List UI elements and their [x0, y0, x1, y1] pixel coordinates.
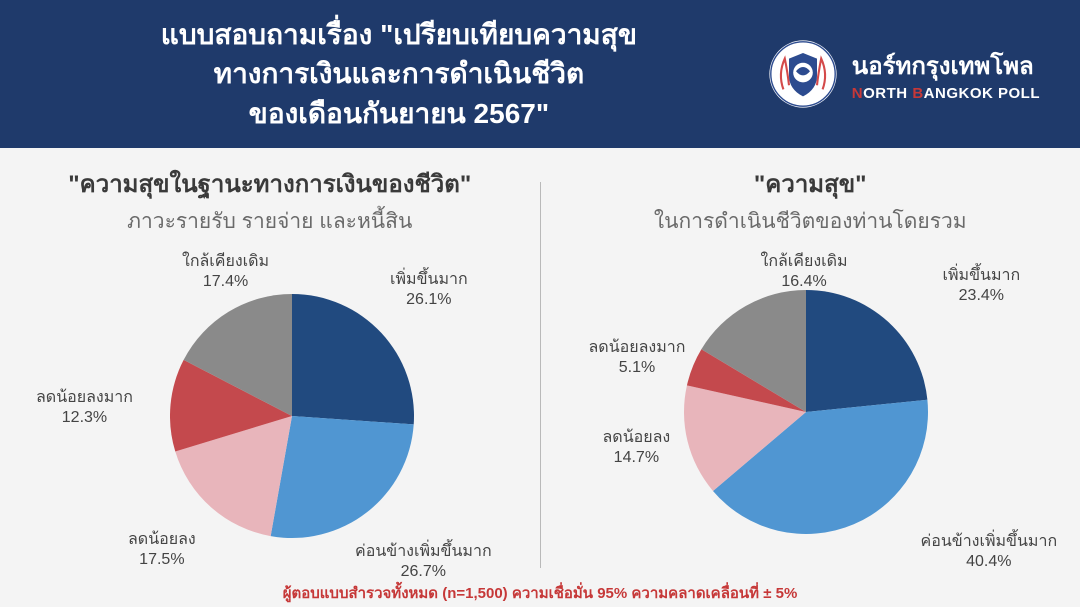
pie-slice — [270, 416, 413, 538]
pie-label: เพิ่มขึ้นมาก26.1% — [390, 270, 468, 310]
charts-row: "ความสุขในฐานะทางการเงินของชีวิต" ภาวะรา… — [0, 148, 1080, 578]
left-chart-title: "ความสุขในฐานะทางการเงินของชีวิต" — [20, 164, 520, 203]
brand-english: NORTH BANGKOK POLL — [852, 85, 1040, 102]
title-line-1: แบบสอบถามเรื่อง "เปรียบเทียบความสุข — [161, 19, 637, 50]
right-chart-subtitle: ในการดำเนินชีวิตของท่านโดยรวม — [561, 205, 1061, 238]
left-chart-subtitle: ภาวะรายรับ รายจ่าย และหนี้สิน — [20, 205, 520, 238]
pie-label: ค่อนข้างเพิ่มขึ้นมาก26.7% — [355, 542, 492, 582]
title-line-3: ของเดือนกันยายน 2567" — [249, 98, 549, 129]
survey-title: แบบสอบถามเรื่อง "เปรียบเทียบความสุข ทางก… — [40, 15, 738, 133]
right-pie-chart: เพิ่มขึ้นมาก23.4% ค่อนข้างเพิ่มขึ้นมาก40.… — [561, 252, 1061, 582]
right-panel: "ความสุข" ในการดำเนินชีวิตของท่านโดยรวม … — [541, 148, 1080, 578]
left-pie-chart: เพิ่มขึ้นมาก26.1% ค่อนข้างเพิ่มขึ้นมาก26.… — [20, 252, 520, 582]
brand-block: นอร์ทกรุงเทพโพล NORTH BANGKOK POLL — [768, 39, 1040, 109]
pie-svg — [684, 290, 928, 534]
pie-label: ลดน้อยลงมาก12.3% — [36, 388, 133, 428]
poll-logo-icon — [768, 39, 838, 109]
header-bar: แบบสอบถามเรื่อง "เปรียบเทียบความสุข ทางก… — [0, 0, 1080, 148]
pie-label: ลดน้อยลงมาก5.1% — [589, 338, 686, 378]
pie-label: ลดน้อยลง14.7% — [603, 428, 671, 468]
pie-slice — [292, 294, 414, 424]
brand-thai: นอร์ทกรุงเทพโพล — [852, 46, 1040, 85]
pie-label: ใกล้เคียงเดิม17.4% — [182, 252, 269, 292]
pie-label: ค่อนข้างเพิ่มขึ้นมาก40.4% — [921, 532, 1058, 572]
right-chart-title: "ความสุข" — [561, 164, 1061, 203]
pie-label: เพิ่มขึ้นมาก23.4% — [943, 266, 1021, 306]
pie-slice — [806, 290, 927, 412]
pie-label: ลดน้อยลง17.5% — [128, 530, 196, 570]
footer-note: ผู้ตอบแบบสำรวจทั้งหมด (n=1,500) ความเชื่… — [0, 581, 1080, 605]
pie-label: ใกล้เคียงเดิม16.4% — [761, 252, 848, 292]
title-line-2: ทางการเงินและการดำเนินชีวิต — [214, 58, 585, 89]
left-panel: "ความสุขในฐานะทางการเงินของชีวิต" ภาวะรา… — [0, 148, 540, 578]
pie-svg — [170, 294, 414, 538]
